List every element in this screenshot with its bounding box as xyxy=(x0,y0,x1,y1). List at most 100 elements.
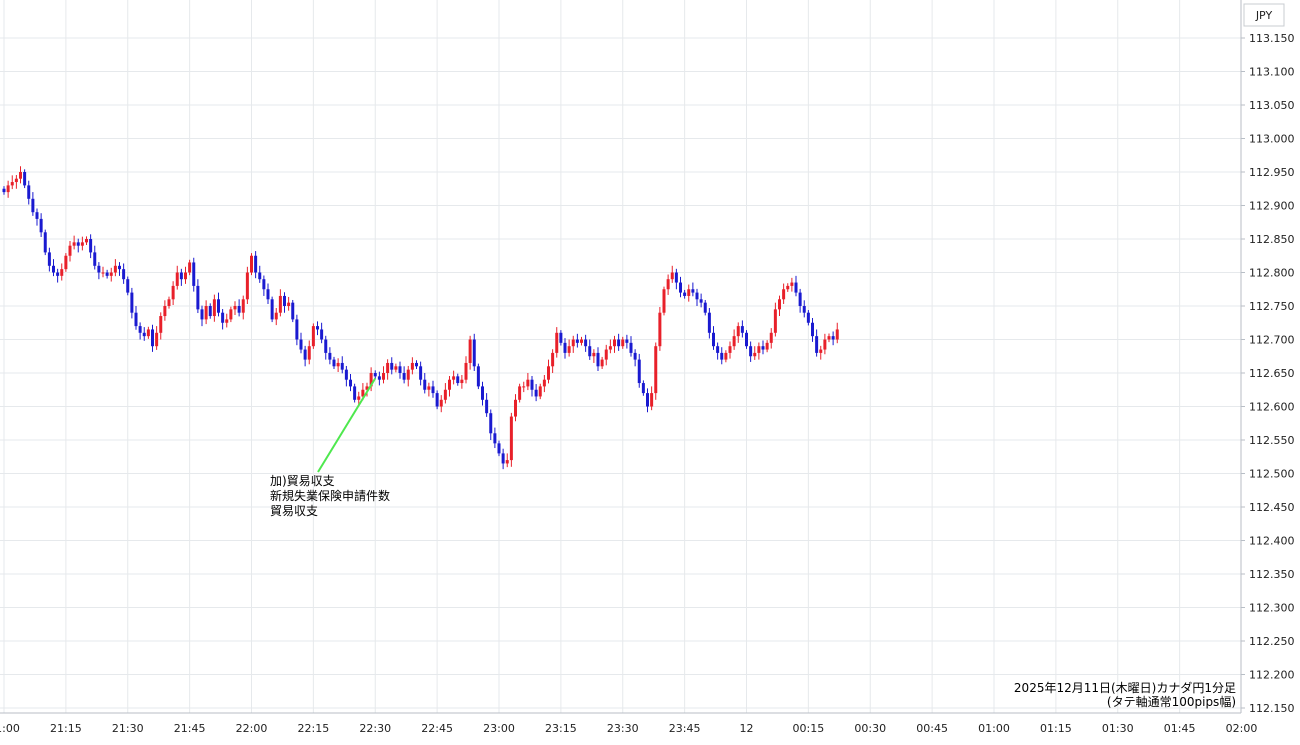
candle-body xyxy=(695,292,699,300)
candle-body xyxy=(637,359,641,384)
candle-body xyxy=(691,289,695,293)
candle-body xyxy=(571,339,575,347)
candle-body xyxy=(716,346,720,353)
candle-body xyxy=(340,362,344,370)
candle-body xyxy=(118,265,121,270)
candle-body xyxy=(629,342,633,353)
candle-body xyxy=(720,352,724,360)
candle-body xyxy=(831,336,835,340)
candle-body xyxy=(126,279,130,293)
time-tick-label: 02:00 xyxy=(1226,722,1258,735)
time-tick-label: 22:30 xyxy=(359,722,391,735)
candle-body xyxy=(184,272,187,280)
candle-body xyxy=(559,332,563,343)
candle-body xyxy=(373,373,377,377)
candle-body xyxy=(674,272,678,283)
price-tick-label: 113.000 xyxy=(1249,133,1295,146)
time-tick-label: 22:45 xyxy=(421,722,453,735)
price-tick-label: 112.550 xyxy=(1249,434,1295,447)
candle-body xyxy=(798,292,802,306)
candle-body xyxy=(551,352,555,367)
time-tick-label: 23:00 xyxy=(483,722,515,735)
candle-body xyxy=(64,255,68,270)
candle-body xyxy=(14,178,18,183)
candle-body xyxy=(654,346,658,394)
candle-body xyxy=(687,289,691,296)
price-tick-labels: 113.150 113.100 113.050 113.000 112.950 112.9… xyxy=(1241,32,1295,715)
candle-body xyxy=(398,366,402,373)
candle-body xyxy=(35,212,39,219)
candle-body xyxy=(608,346,612,350)
candle-body xyxy=(369,373,373,387)
candle-body xyxy=(406,369,410,380)
candle-body xyxy=(278,295,282,313)
caption-line-1: 2025年12月11日(木曜日)カナダ円1分足 xyxy=(1014,680,1236,695)
candle-body xyxy=(155,332,159,347)
candle-body xyxy=(806,312,810,323)
candle-body xyxy=(481,386,484,400)
candle-body xyxy=(423,379,427,390)
candle-body xyxy=(291,302,295,320)
candle-body xyxy=(641,383,645,394)
candle-body xyxy=(130,292,134,313)
candle-body xyxy=(592,352,596,357)
price-tick-label: 112.150 xyxy=(1249,702,1295,715)
candle-body xyxy=(19,172,22,179)
candle-body xyxy=(6,185,10,193)
candle-body xyxy=(196,285,200,310)
time-tick-label: 01:45 xyxy=(1164,722,1196,735)
candle-body xyxy=(621,339,625,347)
candle-body xyxy=(171,285,175,300)
price-tick-label: 112.900 xyxy=(1249,200,1295,213)
candle-body xyxy=(600,359,604,367)
candle-body xyxy=(666,279,670,290)
candle-body xyxy=(452,376,456,380)
candle-body xyxy=(233,306,237,310)
candle-body xyxy=(146,329,150,337)
candle-body xyxy=(163,306,167,317)
candle-body xyxy=(167,299,171,306)
candle-body xyxy=(563,342,567,353)
candle-body xyxy=(101,272,105,274)
candle-body xyxy=(85,239,88,243)
candle-body xyxy=(27,185,31,199)
candle-body xyxy=(485,399,489,414)
candle-body xyxy=(547,366,550,380)
candle-body xyxy=(204,306,208,320)
candle-body xyxy=(658,312,662,347)
candle-body xyxy=(229,309,233,320)
candle-body xyxy=(703,302,707,313)
price-tick-label: 112.650 xyxy=(1249,367,1295,380)
candle-body xyxy=(72,242,76,246)
price-axis-background xyxy=(1241,0,1300,745)
price-tick-label: 112.400 xyxy=(1249,535,1295,548)
candle-body xyxy=(382,373,385,380)
candle-body xyxy=(89,239,93,253)
currency-badge xyxy=(1243,3,1285,27)
time-tick-label: 22:00 xyxy=(236,722,268,735)
candle-body xyxy=(662,289,666,313)
candle-body xyxy=(509,416,513,461)
candle-body xyxy=(538,386,542,397)
candle-body xyxy=(349,379,352,387)
candle-body xyxy=(501,453,505,464)
candle-body xyxy=(588,346,592,357)
candle-body xyxy=(518,386,522,400)
candle-body xyxy=(225,319,229,323)
candle-body xyxy=(109,272,113,276)
candle-body xyxy=(472,339,476,367)
candle-body xyxy=(43,232,47,253)
candle-body xyxy=(514,399,517,417)
candle-body xyxy=(113,265,117,273)
candle-body xyxy=(39,218,43,233)
candle-body xyxy=(811,322,814,337)
candle-body xyxy=(670,272,674,280)
price-tick-label: 112.850 xyxy=(1249,233,1295,246)
price-tick-label: 113.150 xyxy=(1249,32,1295,45)
candle-body xyxy=(295,319,299,340)
candle-body xyxy=(394,366,398,370)
candle-body xyxy=(724,352,728,360)
annotation-line-2: 新規失業保険申請件数 xyxy=(270,488,390,503)
candle-body xyxy=(790,282,794,286)
candle-body xyxy=(625,339,629,343)
